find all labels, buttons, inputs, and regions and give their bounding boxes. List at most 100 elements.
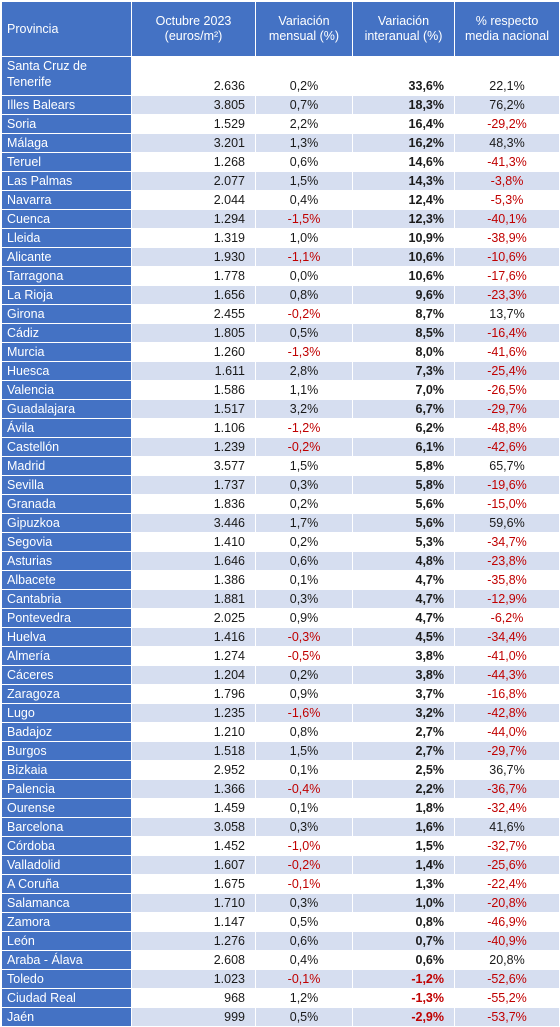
province-cell: La Rioja bbox=[1, 285, 132, 305]
header-variacion-interanual: Variación interanual (%) bbox=[352, 1, 455, 57]
yearly-change-cell: 16,2% bbox=[352, 133, 455, 153]
national-avg-cell: -44,3% bbox=[454, 665, 560, 685]
price-cell: 2.044 bbox=[131, 190, 256, 210]
province-cell: Murcia bbox=[1, 342, 132, 362]
price-cell: 1.459 bbox=[131, 798, 256, 818]
header-variacion-mensual: Variación mensual (%) bbox=[255, 1, 353, 57]
table-row: Toledo 1.023 -0,1% -1,2% -52,6% bbox=[1, 969, 560, 989]
monthly-change-cell: -1,6% bbox=[255, 703, 353, 723]
price-cell: 2.636 bbox=[131, 56, 256, 96]
monthly-change-cell: 0,6% bbox=[255, 152, 353, 172]
monthly-change-cell: 1,1% bbox=[255, 380, 353, 400]
monthly-change-cell: -1,2% bbox=[255, 418, 353, 438]
yearly-change-cell: 0,6% bbox=[352, 950, 455, 970]
province-cell: Tarragona bbox=[1, 266, 132, 286]
province-cell: Barcelona bbox=[1, 817, 132, 837]
province-cell: Segovia bbox=[1, 532, 132, 552]
yearly-change-cell: 3,8% bbox=[352, 665, 455, 685]
national-avg-cell: -20,8% bbox=[454, 893, 560, 913]
monthly-change-cell: -1,0% bbox=[255, 836, 353, 856]
price-cell: 1.796 bbox=[131, 684, 256, 704]
price-cell: 1.646 bbox=[131, 551, 256, 571]
province-cell: Ávila bbox=[1, 418, 132, 438]
price-cell: 1.276 bbox=[131, 931, 256, 951]
province-cell: Huesca bbox=[1, 361, 132, 381]
table-row: Soria 1.529 2,2% 16,4% -29,2% bbox=[1, 114, 560, 134]
province-cell: Cuenca bbox=[1, 209, 132, 229]
price-cell: 1.366 bbox=[131, 779, 256, 799]
monthly-change-cell: -0,5% bbox=[255, 646, 353, 666]
table-row: Lleida 1.319 1,0% 10,9% -38,9% bbox=[1, 228, 560, 248]
table-row: Asturias 1.646 0,6% 4,8% -23,8% bbox=[1, 551, 560, 571]
yearly-change-cell: 2,2% bbox=[352, 779, 455, 799]
table-row: Cantabria 1.881 0,3% 4,7% -12,9% bbox=[1, 589, 560, 609]
monthly-change-cell: -1,5% bbox=[255, 209, 353, 229]
price-cell: 968 bbox=[131, 988, 256, 1008]
price-cell: 1.294 bbox=[131, 209, 256, 229]
table-row: Gipuzkoa 3.446 1,7% 5,6% 59,6% bbox=[1, 513, 560, 533]
province-cell: Badajoz bbox=[1, 722, 132, 742]
national-avg-cell: -41,0% bbox=[454, 646, 560, 666]
national-avg-cell: -23,8% bbox=[454, 551, 560, 571]
monthly-change-cell: -1,3% bbox=[255, 342, 353, 362]
province-cell: Zamora bbox=[1, 912, 132, 932]
province-cell: Girona bbox=[1, 304, 132, 324]
monthly-change-cell: 1,3% bbox=[255, 133, 353, 153]
yearly-change-cell: 6,7% bbox=[352, 399, 455, 419]
table-row: Málaga 3.201 1,3% 16,2% 48,3% bbox=[1, 133, 560, 153]
yearly-change-cell: 5,8% bbox=[352, 456, 455, 476]
national-avg-cell: -53,7% bbox=[454, 1007, 560, 1027]
price-cell: 1.204 bbox=[131, 665, 256, 685]
yearly-change-cell: 4,5% bbox=[352, 627, 455, 647]
price-cell: 1.930 bbox=[131, 247, 256, 267]
price-cell: 1.239 bbox=[131, 437, 256, 457]
table-row: Lugo 1.235 -1,6% 3,2% -42,8% bbox=[1, 703, 560, 723]
table-row: Huelva 1.416 -0,3% 4,5% -34,4% bbox=[1, 627, 560, 647]
monthly-change-cell: 1,7% bbox=[255, 513, 353, 533]
yearly-change-cell: 1,6% bbox=[352, 817, 455, 837]
price-cell: 2.077 bbox=[131, 171, 256, 191]
province-cell: Castellón bbox=[1, 437, 132, 457]
price-cell: 1.210 bbox=[131, 722, 256, 742]
national-avg-cell: -32,7% bbox=[454, 836, 560, 856]
province-cell: Granada bbox=[1, 494, 132, 514]
table-row: Segovia 1.410 0,2% 5,3% -34,7% bbox=[1, 532, 560, 552]
yearly-change-cell: -1,2% bbox=[352, 969, 455, 989]
table-row: Las Palmas 2.077 1,5% 14,3% -3,8% bbox=[1, 171, 560, 191]
price-cell: 1.416 bbox=[131, 627, 256, 647]
yearly-change-cell: 9,6% bbox=[352, 285, 455, 305]
yearly-change-cell: -1,3% bbox=[352, 988, 455, 1008]
monthly-change-cell: 0,2% bbox=[255, 56, 353, 96]
yearly-change-cell: 8,7% bbox=[352, 304, 455, 324]
national-avg-cell: -10,6% bbox=[454, 247, 560, 267]
table-row: Ourense 1.459 0,1% 1,8% -32,4% bbox=[1, 798, 560, 818]
price-cell: 1.147 bbox=[131, 912, 256, 932]
yearly-change-cell: 4,8% bbox=[352, 551, 455, 571]
monthly-change-cell: -0,2% bbox=[255, 437, 353, 457]
national-avg-cell: -23,3% bbox=[454, 285, 560, 305]
monthly-change-cell: 1,2% bbox=[255, 988, 353, 1008]
national-avg-cell: -34,7% bbox=[454, 532, 560, 552]
national-avg-cell: 65,7% bbox=[454, 456, 560, 476]
header-row: Provincia Octubre 2023 (euros/m²) Variac… bbox=[1, 1, 560, 57]
monthly-change-cell: 1,5% bbox=[255, 456, 353, 476]
national-avg-cell: -16,4% bbox=[454, 323, 560, 343]
national-avg-cell: -16,8% bbox=[454, 684, 560, 704]
table-row: Araba - Álava 2.608 0,4% 0,6% 20,8% bbox=[1, 950, 560, 970]
price-cell: 3.446 bbox=[131, 513, 256, 533]
national-avg-cell: -12,9% bbox=[454, 589, 560, 609]
monthly-change-cell: -0,3% bbox=[255, 627, 353, 647]
monthly-change-cell: -0,2% bbox=[255, 855, 353, 875]
monthly-change-cell: 0,3% bbox=[255, 475, 353, 495]
table-row: Valencia 1.586 1,1% 7,0% -26,5% bbox=[1, 380, 560, 400]
yearly-change-cell: 7,3% bbox=[352, 361, 455, 381]
header-media-nacional: % respecto media nacional bbox=[454, 1, 560, 57]
table-row: Illes Balears 3.805 0,7% 18,3% 76,2% bbox=[1, 95, 560, 115]
price-cell: 1.268 bbox=[131, 152, 256, 172]
table-row: Badajoz 1.210 0,8% 2,7% -44,0% bbox=[1, 722, 560, 742]
price-cell: 1.235 bbox=[131, 703, 256, 723]
monthly-change-cell: 0,0% bbox=[255, 266, 353, 286]
monthly-change-cell: 0,1% bbox=[255, 798, 353, 818]
monthly-change-cell: 0,9% bbox=[255, 684, 353, 704]
